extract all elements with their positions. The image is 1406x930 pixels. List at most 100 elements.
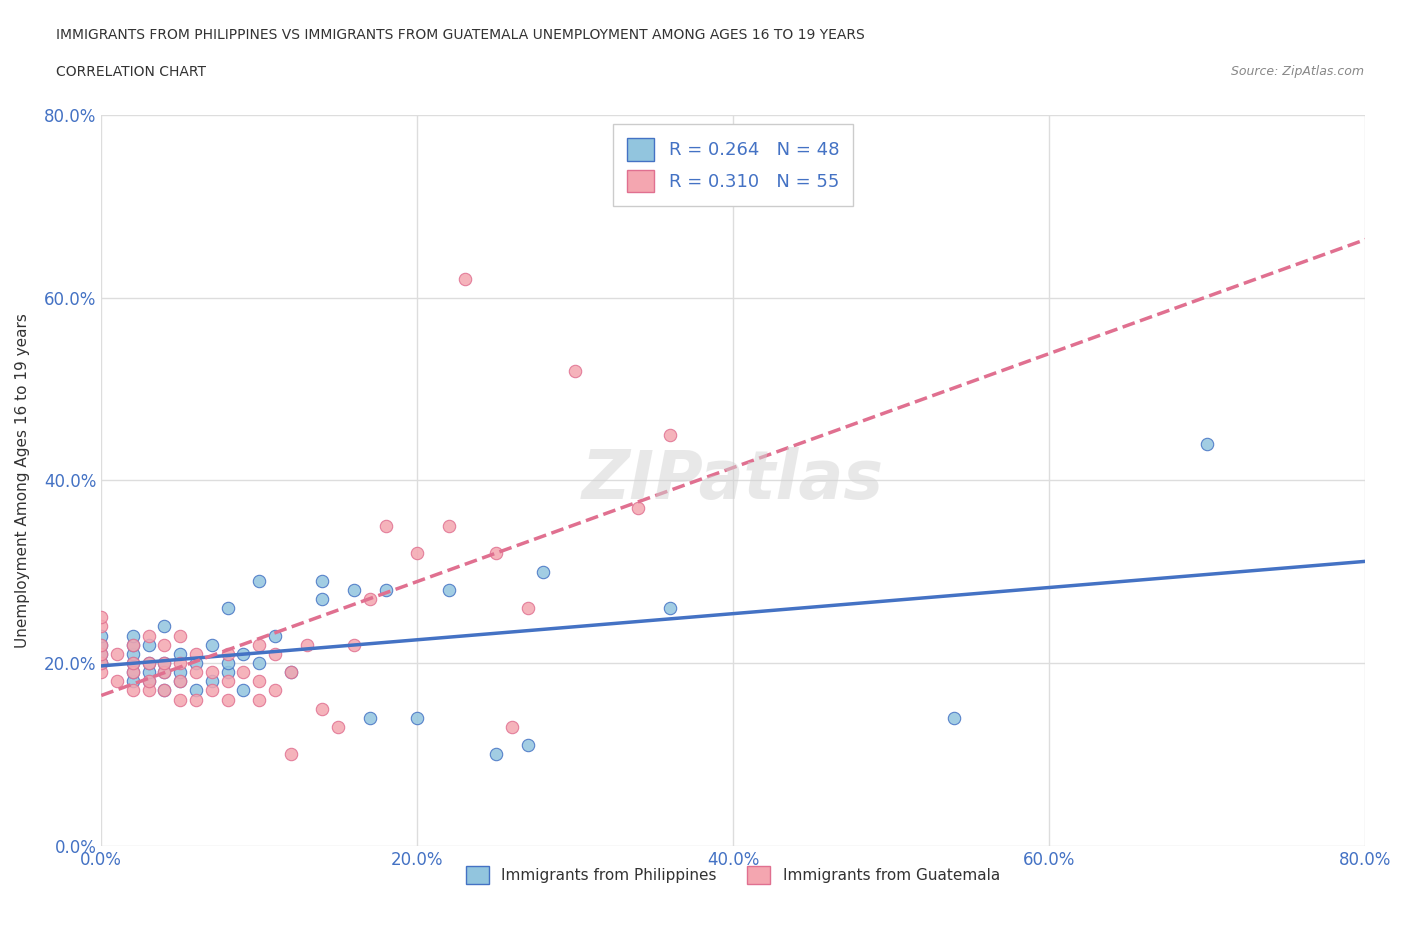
Point — [153, 683, 176, 698]
Point — [217, 674, 239, 689]
Point — [121, 656, 143, 671]
Point — [184, 646, 207, 661]
Point — [217, 692, 239, 707]
Point — [90, 619, 112, 634]
Point — [564, 364, 586, 379]
Point — [311, 573, 333, 588]
Point — [153, 637, 176, 652]
Point — [217, 601, 239, 616]
Point — [90, 665, 112, 680]
Point — [138, 637, 160, 652]
Point — [138, 656, 160, 671]
Point — [201, 683, 224, 698]
Point — [121, 674, 143, 689]
Text: Source: ZipAtlas.com: Source: ZipAtlas.com — [1230, 65, 1364, 78]
Text: IMMIGRANTS FROM PHILIPPINES VS IMMIGRANTS FROM GUATEMALA UNEMPLOYMENT AMONG AGES: IMMIGRANTS FROM PHILIPPINES VS IMMIGRANT… — [56, 28, 865, 42]
Point — [264, 628, 287, 643]
Point — [264, 683, 287, 698]
Point — [485, 747, 508, 762]
Point — [374, 582, 396, 597]
Point — [169, 656, 191, 671]
Point — [295, 637, 318, 652]
Point — [138, 628, 160, 643]
Point — [153, 656, 176, 671]
Point — [90, 656, 112, 671]
Point — [184, 656, 207, 671]
Point — [264, 646, 287, 661]
Point — [153, 619, 176, 634]
Point — [485, 546, 508, 561]
Point — [201, 665, 224, 680]
Point — [90, 637, 112, 652]
Point — [217, 646, 239, 661]
Point — [138, 674, 160, 689]
Point — [121, 683, 143, 698]
Point — [138, 665, 160, 680]
Point — [105, 674, 128, 689]
Point — [374, 519, 396, 534]
Point — [343, 582, 366, 597]
Point — [232, 646, 254, 661]
Point — [437, 582, 460, 597]
Text: ZIPatlas: ZIPatlas — [582, 447, 884, 513]
Point — [105, 646, 128, 661]
Point — [406, 546, 429, 561]
Point — [516, 737, 538, 752]
Point — [169, 674, 191, 689]
Point — [406, 711, 429, 725]
Point — [169, 646, 191, 661]
Point — [1195, 436, 1218, 451]
Point — [153, 683, 176, 698]
Point — [247, 674, 270, 689]
Y-axis label: Unemployment Among Ages 16 to 19 years: Unemployment Among Ages 16 to 19 years — [15, 312, 30, 648]
Point — [90, 646, 112, 661]
Point — [658, 601, 681, 616]
Point — [121, 656, 143, 671]
Legend: R = 0.264   N = 48, R = 0.310   N = 55: R = 0.264 N = 48, R = 0.310 N = 55 — [613, 124, 853, 206]
Point — [359, 711, 381, 725]
Point — [658, 427, 681, 442]
Point — [453, 272, 475, 286]
Point — [943, 711, 966, 725]
Text: CORRELATION CHART: CORRELATION CHART — [56, 65, 207, 79]
Point — [184, 692, 207, 707]
Point — [280, 747, 302, 762]
Point — [217, 665, 239, 680]
Point — [247, 637, 270, 652]
Point — [516, 601, 538, 616]
Point — [121, 665, 143, 680]
Point — [232, 665, 254, 680]
Point — [169, 674, 191, 689]
Point — [153, 665, 176, 680]
Point — [201, 637, 224, 652]
Point — [201, 674, 224, 689]
Point — [121, 628, 143, 643]
Point — [169, 692, 191, 707]
Point — [138, 674, 160, 689]
Point — [121, 637, 143, 652]
Point — [184, 665, 207, 680]
Point — [311, 701, 333, 716]
Point — [121, 637, 143, 652]
Point — [90, 610, 112, 625]
Point — [280, 665, 302, 680]
Point — [121, 665, 143, 680]
Point — [217, 656, 239, 671]
Point — [169, 665, 191, 680]
Point — [138, 683, 160, 698]
Point — [311, 591, 333, 606]
Point — [247, 692, 270, 707]
Point — [138, 656, 160, 671]
Point — [247, 573, 270, 588]
Point — [169, 628, 191, 643]
Point — [90, 637, 112, 652]
Point — [90, 628, 112, 643]
Point — [437, 519, 460, 534]
Point — [153, 665, 176, 680]
Point — [501, 720, 523, 735]
Point — [90, 656, 112, 671]
Point — [533, 565, 555, 579]
Point — [359, 591, 381, 606]
Point — [328, 720, 350, 735]
Point — [121, 646, 143, 661]
